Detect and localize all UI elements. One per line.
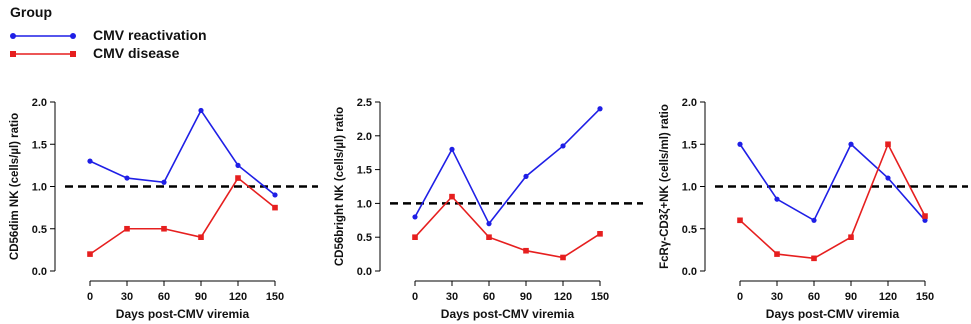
- y-tick-label: 0.0: [357, 266, 372, 278]
- data-point-reactivation: [486, 221, 492, 227]
- data-point-reactivation: [774, 196, 780, 202]
- y-tick-label: 0.0: [682, 266, 697, 278]
- chart-panel-cd56bright: 0.0 0.5 1.0 1.5 2.0 2.5 0 30 60 90 120 150 Days post…: [334, 97, 643, 321]
- chart-panel-cd56dim: 0.0 0.5 1.0 1.5 2.0 0 30 60 90 120 150 Days post-CM…: [9, 97, 318, 321]
- chart-panel-fcrg: 0.0 0.5 1.0 1.5 2.0 0 30 60 90 120 150 Days post-CM…: [659, 97, 968, 321]
- series-line-reactivation: [414, 108, 601, 226]
- x-tick-label: 30: [121, 291, 133, 303]
- legend-label-disease: CMV disease: [93, 45, 180, 61]
- x-tick-label: 30: [771, 291, 783, 303]
- data-point-reactivation: [235, 162, 241, 168]
- legend-title: Group: [10, 4, 52, 20]
- data-point-reactivation: [737, 141, 743, 147]
- data-point-disease: [272, 204, 278, 211]
- y-tick-label: 2.0: [32, 97, 47, 109]
- x-tick-label: 120: [229, 291, 247, 303]
- legend-item-disease: CMV disease: [8, 44, 248, 64]
- y-tick-label: 1.0: [682, 182, 697, 194]
- legend-item-reactivation: CMV reactivation: [8, 26, 248, 46]
- x-axis-label: Days post-CMV viremia: [116, 307, 250, 321]
- x-axis-label: Days post-CMV viremia: [441, 307, 575, 321]
- x-tick-label: 60: [158, 291, 170, 303]
- x-tick-label: 60: [483, 291, 495, 303]
- data-point-reactivation: [560, 143, 566, 149]
- y-tick-label: 0.5: [32, 224, 47, 236]
- x-tick-label: 90: [845, 291, 857, 303]
- x-tick-label: 150: [591, 291, 609, 303]
- data-point-reactivation: [198, 107, 204, 114]
- data-point-disease: [523, 247, 529, 254]
- series-line-disease: [739, 142, 926, 260]
- x-tick-label: 120: [879, 291, 897, 303]
- data-point-reactivation: [922, 217, 928, 223]
- data-point-reactivation: [848, 141, 854, 147]
- data-point-disease: [161, 225, 167, 232]
- data-point-disease: [885, 141, 891, 148]
- data-point-disease: [811, 255, 817, 262]
- series-line-reactivation: [89, 108, 276, 196]
- x-tick-label: 150: [266, 291, 284, 303]
- data-point-reactivation: [597, 106, 603, 112]
- data-point-disease: [597, 231, 603, 237]
- data-point-reactivation: [124, 175, 130, 181]
- y-tick-label: 2.0: [682, 97, 697, 109]
- y-tick-label: 1.5: [682, 139, 697, 151]
- data-point-reactivation: [272, 192, 278, 198]
- x-tick-label: 60: [808, 291, 820, 303]
- data-point-disease: [198, 234, 204, 240]
- y-axis-label: CD56bright NK (cells/µl) ratio: [334, 107, 346, 266]
- data-point-disease: [235, 175, 241, 181]
- data-point-disease: [486, 234, 492, 240]
- data-point-disease: [737, 217, 743, 224]
- y-tick-label: 0.5: [682, 224, 697, 236]
- data-point-reactivation: [412, 214, 418, 220]
- data-point-reactivation: [523, 173, 529, 179]
- y-tick-label: 0.5: [357, 232, 372, 244]
- data-point-disease: [449, 193, 455, 200]
- y-tick-label: 2.5: [357, 97, 372, 109]
- y-tick-label: 1.5: [32, 139, 47, 151]
- x-tick-label: 0: [87, 291, 93, 303]
- series-line-reactivation: [739, 142, 926, 222]
- legend-swatch-reactivation: [10, 33, 76, 39]
- y-tick-label: 0.0: [32, 266, 47, 278]
- data-point-reactivation: [87, 158, 93, 164]
- x-tick-label: 0: [737, 291, 743, 303]
- data-point-disease: [124, 225, 130, 232]
- data-point-disease: [560, 254, 566, 261]
- series-line-disease: [89, 176, 276, 255]
- x-tick-label: 90: [520, 291, 532, 303]
- y-tick-label: 2.0: [357, 131, 372, 143]
- data-point-disease: [774, 251, 780, 257]
- legend: Group CMV reactivation CMV disease: [8, 2, 248, 64]
- series-line-disease: [414, 195, 601, 259]
- data-point-disease: [848, 234, 854, 240]
- x-tick-label: 0: [412, 291, 418, 303]
- x-tick-label: 150: [916, 291, 934, 303]
- x-tick-label: 90: [195, 291, 207, 303]
- data-point-reactivation: [811, 217, 817, 223]
- y-tick-label: 1.0: [32, 182, 47, 194]
- data-point-disease: [922, 213, 928, 219]
- data-point-reactivation: [885, 175, 891, 181]
- data-point-disease: [87, 251, 93, 257]
- x-tick-label: 30: [446, 291, 458, 303]
- x-axis-label: Days post-CMV viremia: [766, 307, 900, 321]
- data-point-disease: [412, 234, 418, 240]
- data-point-reactivation: [449, 146, 455, 152]
- y-axis-label: FcRγ-CD3ζ+NK (cells/ml) ratio: [659, 104, 671, 269]
- legend-label-reactivation: CMV reactivation: [93, 27, 207, 43]
- y-tick-label: 1.0: [357, 198, 372, 210]
- data-point-reactivation: [161, 179, 167, 185]
- x-tick-label: 120: [554, 291, 572, 303]
- y-axis-label: CD56dim NK (cells/µl) ratio: [9, 113, 21, 260]
- legend-swatch-disease: [10, 51, 76, 57]
- y-tick-label: 1.5: [357, 165, 372, 177]
